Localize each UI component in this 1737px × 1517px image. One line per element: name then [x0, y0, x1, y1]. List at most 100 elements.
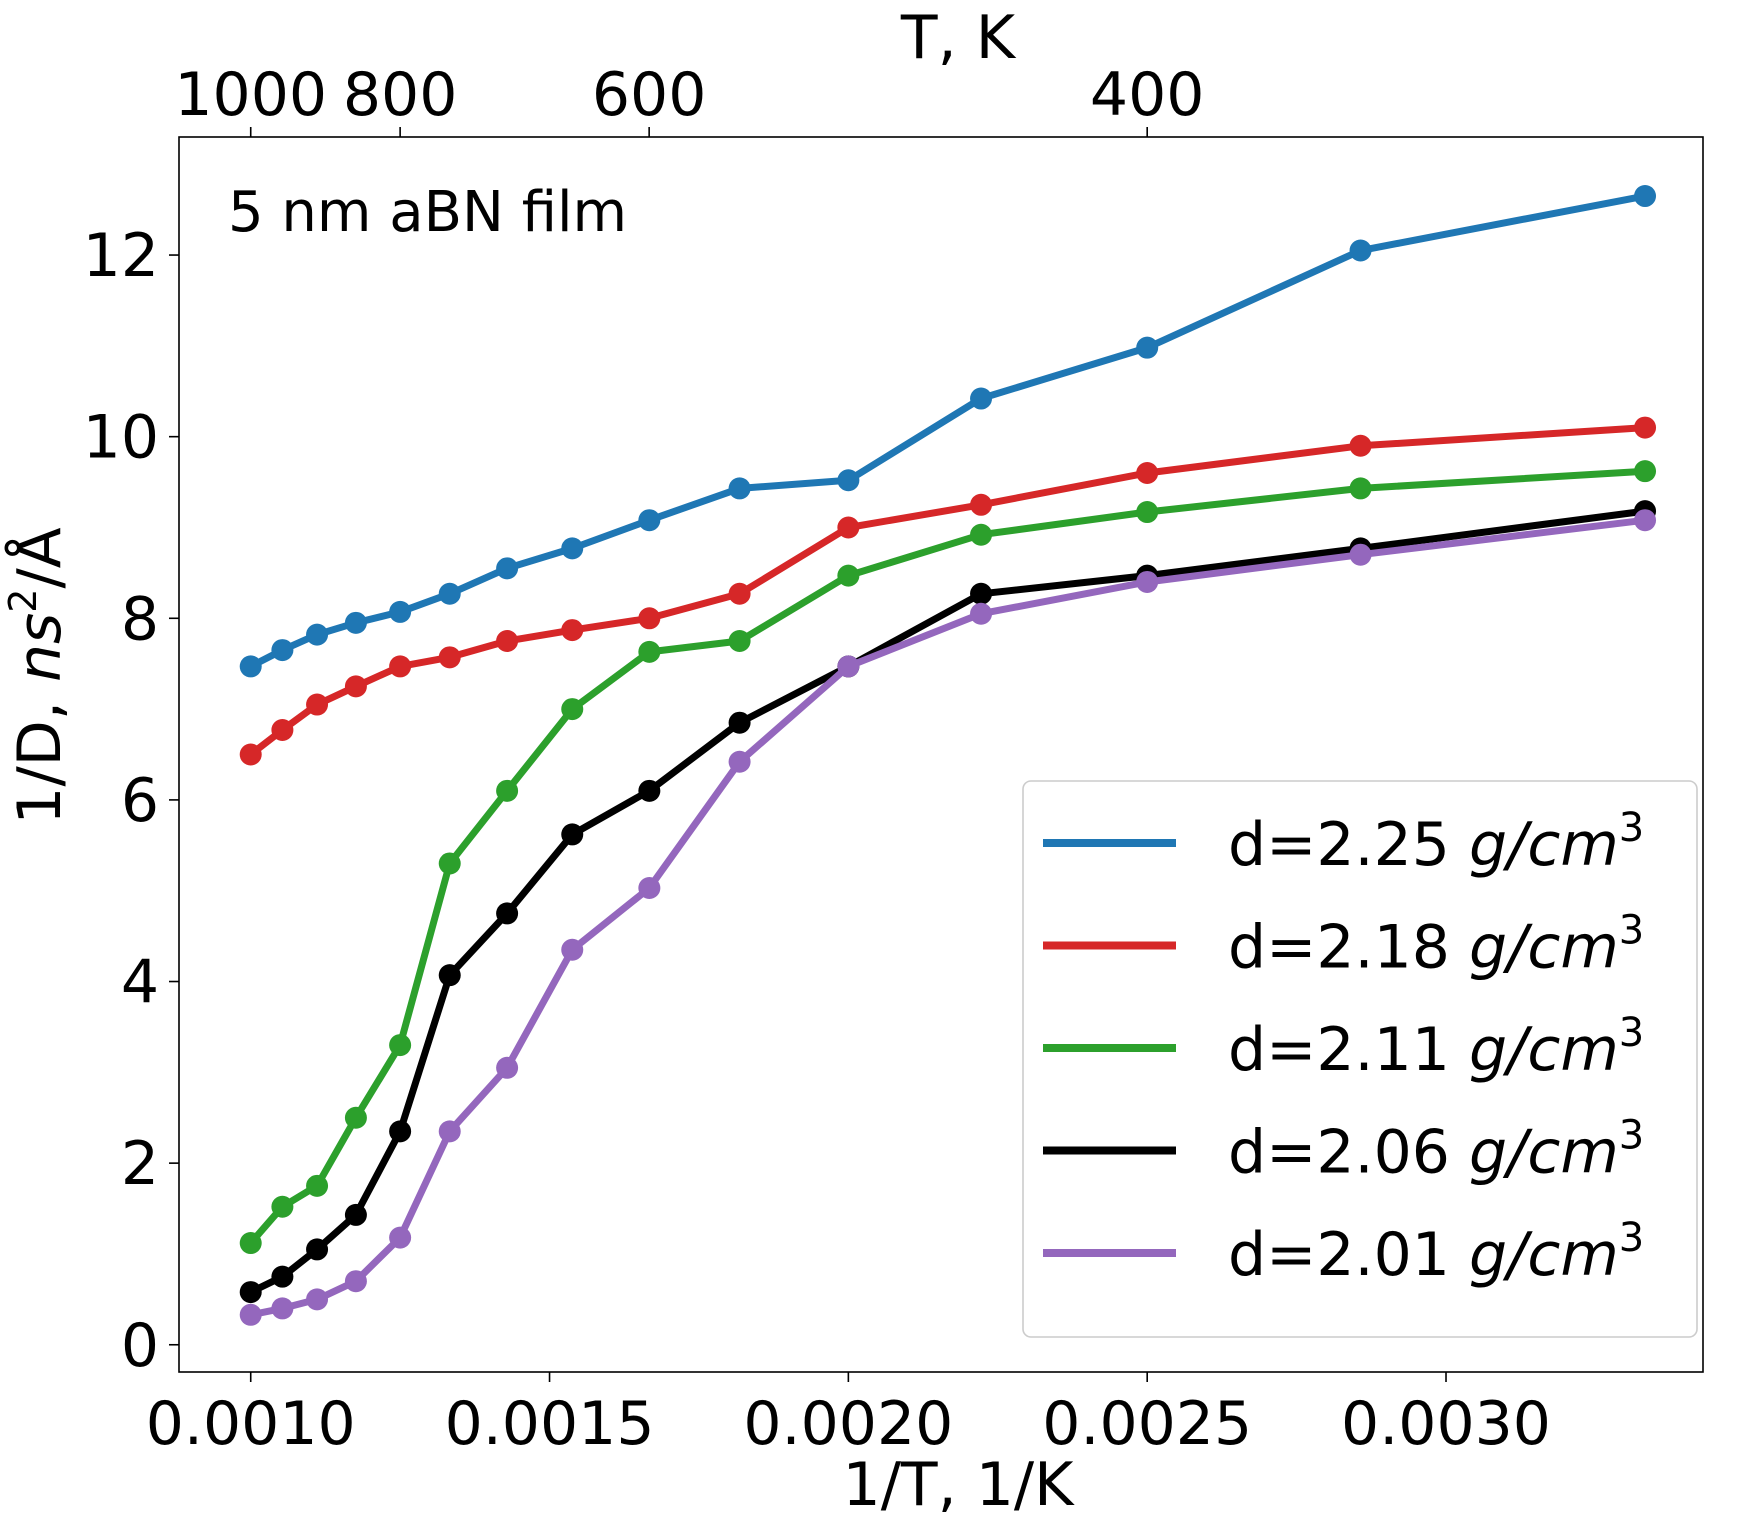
legend-item-3: d=2.06 g/cm3: [1043, 1113, 1644, 1188]
x-tick-label-4: 0.0030: [1341, 1389, 1551, 1459]
legend-label-4: d=2.01 g/cm3: [1228, 1215, 1644, 1290]
series-2-point-10: [837, 564, 860, 587]
series-4-point-8: [638, 876, 661, 899]
legend-box: [1022, 780, 1698, 1338]
series-0-point-12: [1136, 336, 1159, 359]
series-4-point-5: [438, 1120, 461, 1143]
x-tick-label-1: 0.0015: [445, 1389, 655, 1459]
legend-label-exp-2: 3: [1619, 1010, 1644, 1056]
series-2-point-11: [970, 523, 993, 546]
legend-label-0: d=2.25 g/cm3: [1228, 805, 1644, 880]
series-2-point-3: [344, 1106, 367, 1129]
series-4-point-6: [496, 1056, 519, 1079]
top-axis-ticks: 1000 800 600 400: [174, 60, 1204, 137]
y-axis-title: 1/D, ns2/Å: [1, 527, 75, 824]
annotation: 5 nm aBN film: [228, 180, 627, 245]
series-1-point-10: [837, 516, 860, 539]
x-tick-label-0: 0.0010: [146, 1389, 356, 1459]
series-0-point-2: [306, 623, 329, 646]
top-tick-label-1: 800: [343, 60, 458, 130]
series-layer: [239, 185, 1657, 1326]
series-3-point-4: [389, 1120, 412, 1143]
series-1-point-14: [1634, 416, 1657, 439]
legend-item-4: d=2.01 g/cm3: [1043, 1215, 1644, 1290]
series-0-point-3: [344, 611, 367, 634]
legend-label-exp-3: 3: [1619, 1113, 1644, 1159]
plot-frame: [178, 136, 1704, 1373]
x-tick-label-3: 0.0025: [1042, 1389, 1252, 1459]
series-0-point-1: [271, 639, 294, 662]
y-axis-title-tail: /Å: [4, 527, 75, 588]
y-axis-title-unit: ns: [5, 613, 75, 682]
series-4-point-10: [837, 655, 860, 678]
series-4-point-7: [561, 938, 584, 961]
legend-item-2: d=2.11 g/cm3: [1043, 1010, 1644, 1085]
series-0-point-8: [638, 509, 661, 532]
legend-label-exp-0: 3: [1619, 805, 1644, 851]
series-2-point-5: [438, 852, 461, 875]
series-1: [239, 416, 1657, 766]
series-1-point-9: [728, 582, 751, 605]
series-0-point-14: [1634, 185, 1657, 208]
series-2: [239, 460, 1657, 1255]
series-1-point-5: [438, 646, 461, 669]
series-4-point-12: [1136, 570, 1159, 593]
y-axis-ticks: 0 2 4 6 8 10 12: [83, 221, 179, 1381]
series-4-point-1: [271, 1297, 294, 1320]
series-1-point-3: [344, 675, 367, 698]
series-0-point-5: [438, 582, 461, 605]
x-tick-label-2: 0.0020: [743, 1389, 953, 1459]
series-3-point-8: [638, 779, 661, 802]
series-4-point-14: [1634, 509, 1657, 532]
series-1-point-2: [306, 693, 329, 716]
legend-label-unit-2: g/cm: [1469, 1015, 1619, 1085]
series-1-point-8: [638, 607, 661, 630]
series-0-point-10: [837, 469, 860, 492]
series-0-point-11: [970, 387, 993, 410]
series-4-point-9: [728, 750, 751, 773]
series-1-point-4: [389, 655, 412, 678]
series-3-point-1: [271, 1265, 294, 1288]
series-4-point-3: [344, 1270, 367, 1293]
y-tick-label-4: 8: [121, 584, 159, 654]
legend-label-exp-1: 3: [1619, 908, 1644, 954]
top-tick-label-3: 400: [1090, 60, 1205, 130]
series-1-point-1: [271, 718, 294, 741]
series-2-point-2: [306, 1174, 329, 1197]
series-2-point-14: [1634, 460, 1657, 483]
series-2-point-9: [728, 629, 751, 652]
legend-label-unit-1: g/cm: [1469, 913, 1619, 983]
series-1-point-6: [496, 629, 519, 652]
legend-label-3: d=2.06 g/cm3: [1228, 1113, 1644, 1188]
series-1-point-12: [1136, 461, 1159, 484]
legend-label-unit-3: g/cm: [1469, 1118, 1619, 1188]
y-tick-label-5: 10: [83, 403, 159, 473]
series-2-point-13: [1349, 477, 1372, 500]
series-2-point-4: [389, 1034, 412, 1057]
legend-label-name-3: d=2.06: [1228, 1118, 1469, 1188]
series-2-point-6: [496, 779, 519, 802]
series-0-point-13: [1349, 239, 1372, 262]
series-2-point-12: [1136, 501, 1159, 524]
series-3-point-9: [728, 711, 751, 734]
series-3-point-11: [970, 582, 993, 605]
series-2-point-7: [561, 698, 584, 721]
series-3-point-3: [344, 1203, 367, 1226]
legend-label-exp-4: 3: [1619, 1215, 1644, 1261]
legend-label-name-1: d=2.18: [1228, 913, 1469, 983]
series-0-point-6: [496, 557, 519, 580]
series-0: [239, 185, 1657, 678]
y-tick-label-3: 6: [121, 766, 159, 836]
series-1-point-7: [561, 619, 584, 642]
x-axis-title: 1/T, 1/K: [843, 1450, 1076, 1517]
legend-label-name-4: d=2.01: [1228, 1220, 1469, 1290]
series-4-point-0: [239, 1303, 262, 1326]
series-1-point-0: [239, 743, 262, 766]
series-3-point-6: [496, 902, 519, 925]
legend-label-unit-0: g/cm: [1469, 810, 1619, 880]
y-axis-title-prefix: 1/D,: [5, 682, 75, 825]
series-4-point-13: [1349, 543, 1372, 566]
